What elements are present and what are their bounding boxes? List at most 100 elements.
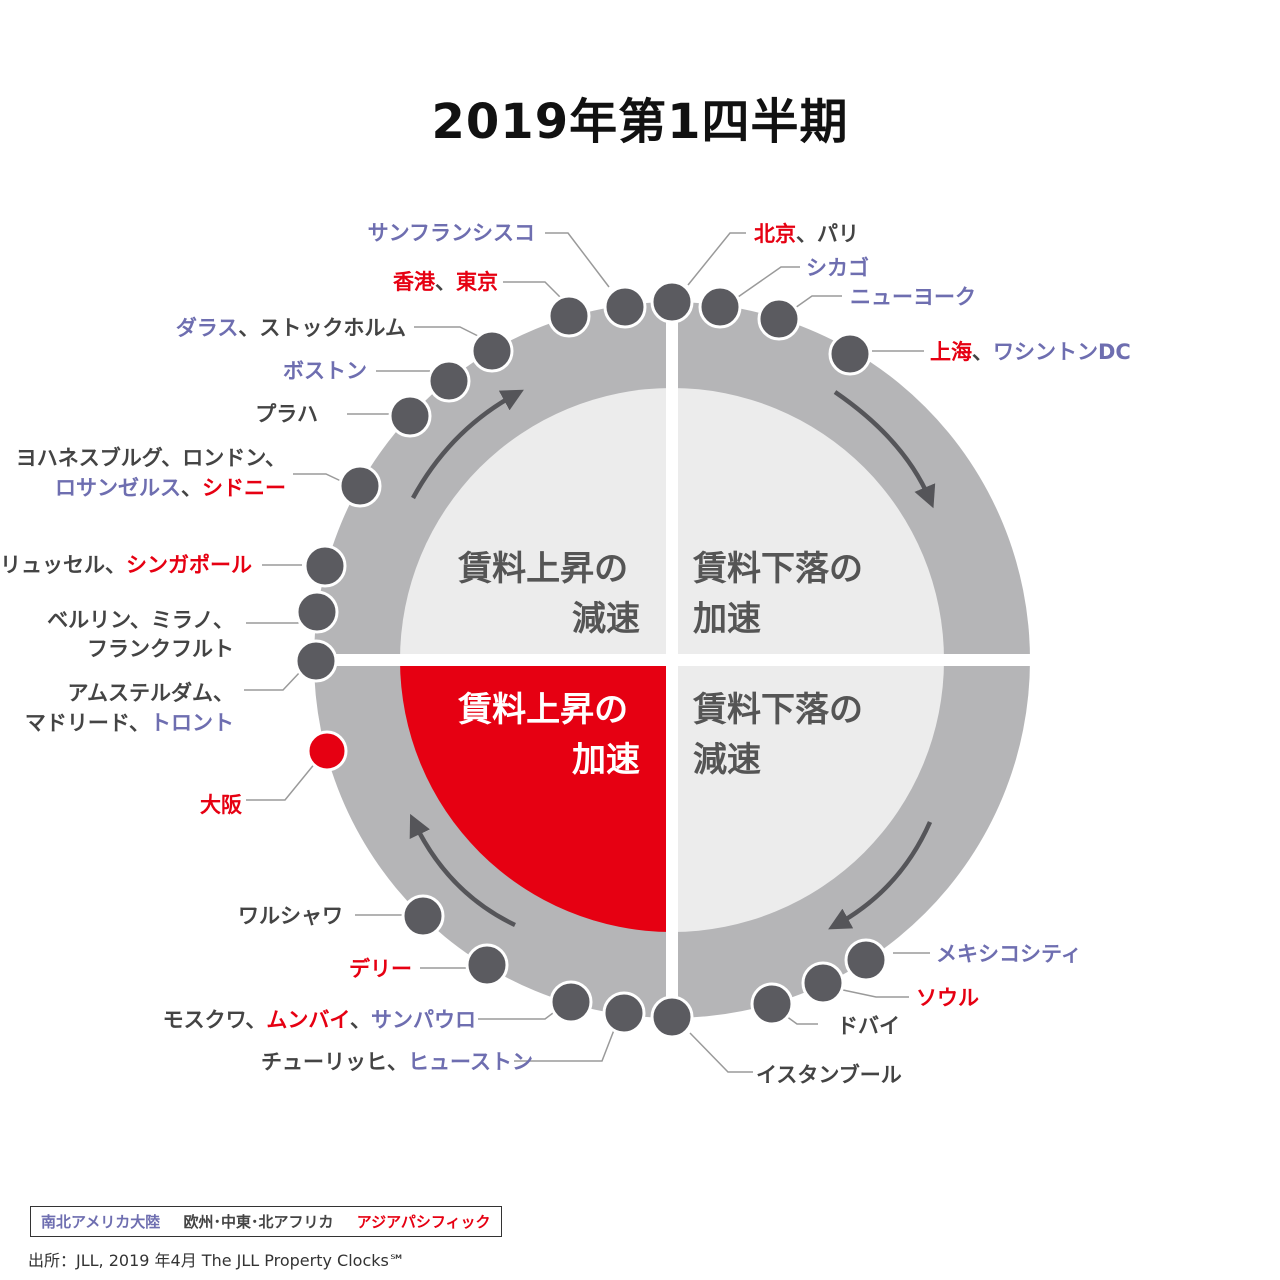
city-label-highlight: 大阪 xyxy=(200,793,243,817)
city-node xyxy=(602,991,646,1035)
city-label: ベルリン、ミラノ、 xyxy=(47,608,234,632)
city-label-part: デリー xyxy=(349,957,412,981)
leader-line xyxy=(246,761,317,801)
city-label-part: シドニー xyxy=(202,476,286,500)
city-label-part: メキシコシティ xyxy=(936,942,1082,966)
city-node xyxy=(470,329,514,373)
city-node xyxy=(465,943,509,987)
city-labels: サンフランシスコ香港、東京ダラス、ストックホルムボストンプラハヨハネスブルグ、ロ… xyxy=(0,221,1131,1087)
leader-line xyxy=(414,326,479,337)
city-node xyxy=(294,639,338,683)
city-label: ヨハネスブルグ、ロンドン、 xyxy=(16,446,286,470)
city-label-part: 北京 xyxy=(754,222,796,246)
leader-line xyxy=(689,1032,753,1073)
city-label: ダラス、ストックホルム xyxy=(176,316,406,340)
quadrant-br-line2: 減速 xyxy=(693,740,761,780)
leader-line xyxy=(293,473,344,483)
city-label-part: 、パリ xyxy=(796,222,859,246)
svg-text:賃料下落の 減速: 賃料下落の 減速 xyxy=(692,690,875,780)
city-label-part: 、ストックホルム xyxy=(238,316,406,340)
city-node xyxy=(388,394,432,438)
city-label: ボストン xyxy=(283,359,367,383)
city-node xyxy=(844,938,888,982)
city-label-part: サンパウロ xyxy=(371,1008,476,1032)
quadrant-bottom-right xyxy=(672,660,944,932)
city-label: ニューヨーク xyxy=(850,285,976,309)
leader-line xyxy=(246,616,306,624)
city-label-part: シンガポール xyxy=(126,553,252,577)
legend-asia-pacific: アジアパシフィック xyxy=(356,1213,491,1231)
quadrant-tr-line2: 加速 xyxy=(693,599,761,639)
city-label-part: ダラス xyxy=(176,316,239,340)
city-label-part: 、 xyxy=(435,270,456,294)
leader-line xyxy=(244,671,301,691)
city-label-part: ブリュッセル、 xyxy=(0,553,126,577)
city-node xyxy=(750,982,794,1026)
city-label-part: サンフランシスコ xyxy=(368,221,535,245)
city-node xyxy=(547,294,591,338)
city-label-part: ソウル xyxy=(916,986,979,1010)
city-label: フランクフルト xyxy=(87,637,234,661)
city-label: チューリッヒ、ヒューストン xyxy=(261,1050,533,1074)
leader-line xyxy=(842,989,909,998)
city-label: サンフランシスコ xyxy=(368,221,535,245)
city-label-part: 、 xyxy=(181,476,202,500)
arrow-top-right xyxy=(833,390,936,509)
legend-emea: 欧州･中東･北アフリカ xyxy=(183,1213,334,1231)
city-label: メキシコシティ xyxy=(936,942,1082,966)
city-label-part: イスタンブール xyxy=(756,1063,902,1087)
city-node xyxy=(650,995,694,1039)
city-node xyxy=(603,285,647,329)
quadrant-bl-line1: 賃料上昇の xyxy=(457,690,628,730)
city-label-part: プラハ xyxy=(255,402,318,426)
page-title: 2019年第1四半期 xyxy=(431,94,849,150)
leader-line xyxy=(785,1015,818,1025)
city-label-part: マドリード、 xyxy=(25,711,150,735)
city-label: ワルシャワ xyxy=(238,904,343,928)
leader-lines xyxy=(244,232,930,1073)
city-node xyxy=(303,544,347,588)
city-label-part: 大阪 xyxy=(200,793,243,817)
city-label: ブリュッセル、シンガポール xyxy=(0,553,252,577)
city-label-part: 、 xyxy=(350,1008,371,1032)
region-legend: 南北アメリカ大陸 欧州･中東･北アフリカ アジアパシフィック xyxy=(30,1206,502,1237)
svg-text:賃料上昇の 加速: 賃料上昇の 加速 xyxy=(457,690,640,780)
leader-line xyxy=(737,266,800,298)
city-label: 北京、パリ xyxy=(754,222,859,246)
city-label-part: ムンバイ xyxy=(266,1008,350,1032)
city-node xyxy=(801,961,845,1005)
city-label-part: フランクフルト xyxy=(87,637,234,661)
arrow-bottom-right xyxy=(828,821,933,930)
quadrant-bl-line2: 加速 xyxy=(572,740,640,780)
city-label-part: 上海 xyxy=(930,340,972,364)
arrow-bottom-left xyxy=(409,813,516,928)
city-label-part: 、 xyxy=(972,340,993,364)
city-label: イスタンブール xyxy=(756,1063,902,1087)
city-node xyxy=(295,590,339,634)
quadrant-tr-line1: 賃料下落の xyxy=(692,549,863,589)
city-label: ロサンゼルス、シドニー xyxy=(55,476,286,500)
leader-line xyxy=(478,1009,558,1020)
city-label-part: アムステルダム、 xyxy=(67,681,234,705)
city-node-highlight xyxy=(306,730,348,772)
arrow-top-left xyxy=(411,389,524,500)
city-label-part: ボストン xyxy=(283,359,367,383)
city-node xyxy=(698,285,742,329)
quadrant-br-line1: 賃料下落の xyxy=(692,690,863,730)
city-label: マドリード、トロント xyxy=(25,711,234,735)
city-node xyxy=(757,297,801,341)
quadrant-tl-line2: 減速 xyxy=(572,599,640,639)
city-label: プラハ xyxy=(255,402,318,426)
city-label-part: ヨハネスブルグ、ロンドン、 xyxy=(16,446,286,470)
svg-text:賃料上昇の 減速: 賃料上昇の 減速 xyxy=(457,549,640,639)
divider-horizontal xyxy=(300,654,1040,666)
city-node xyxy=(338,464,382,508)
city-label: シカゴ xyxy=(806,256,869,280)
city-label-part: チューリッヒ、 xyxy=(261,1050,408,1074)
city-label-part: ドバイ xyxy=(837,1014,900,1038)
city-label-part: シカゴ xyxy=(806,256,869,280)
city-label: デリー xyxy=(349,957,412,981)
leader-line xyxy=(794,295,842,309)
city-label-part: モスクワ、 xyxy=(163,1008,267,1032)
